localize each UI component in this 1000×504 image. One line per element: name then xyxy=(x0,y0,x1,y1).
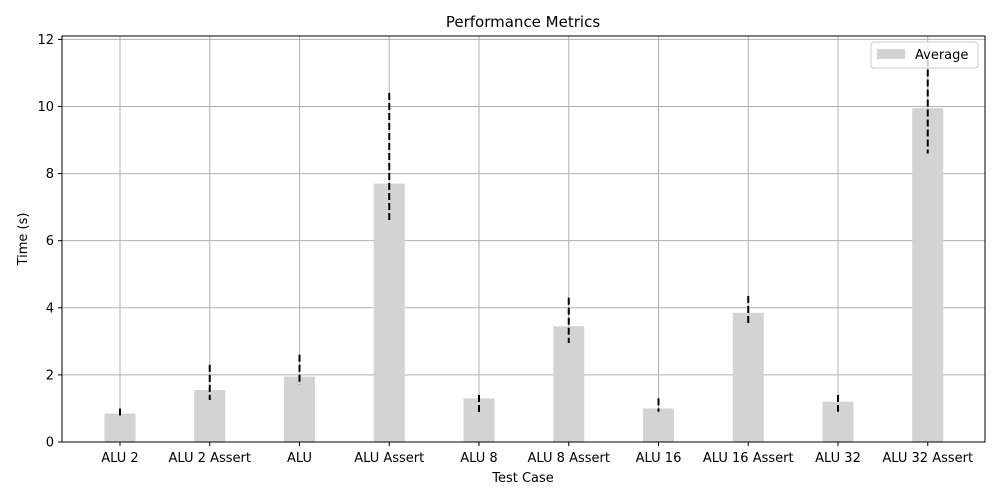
y-tick-label: 8 xyxy=(46,167,54,182)
x-tick-label: ALU xyxy=(287,451,312,466)
y-axis-label: Time (s) xyxy=(16,213,31,267)
y-tick-label: 4 xyxy=(46,301,54,316)
plot-frame xyxy=(61,35,986,443)
bar xyxy=(912,108,944,442)
bar xyxy=(104,413,136,442)
x-axis-ticks: ALU 2 ALU 2 Assert ALU ALU Assert ALU 8 ALU 8… xyxy=(101,442,973,466)
y-tick-label: 2 xyxy=(46,368,54,383)
x-tick-label: ALU 32 Assert xyxy=(882,451,973,466)
legend-swatch xyxy=(877,49,905,59)
y-axis-ticks: 0 2 4 6 8 10 12 xyxy=(37,33,62,451)
error-bars-group xyxy=(119,59,929,419)
legend-label: Average xyxy=(915,48,968,63)
legend-box xyxy=(870,41,979,69)
x-tick-label: ALU 16 Assert xyxy=(703,451,794,466)
chart-title: Performance Metrics xyxy=(446,13,600,31)
y-tick-label: 12 xyxy=(37,33,54,48)
y-tick-label: 6 xyxy=(46,234,54,249)
x-tick-label: ALU 2 Assert xyxy=(169,451,251,466)
x-axis-label: Test Case xyxy=(491,471,554,486)
x-tick-label: ALU 16 xyxy=(636,451,682,466)
x-tick-label: ALU 32 xyxy=(815,451,861,466)
bar xyxy=(643,408,674,442)
bar xyxy=(284,376,315,442)
y-tick-label: 10 xyxy=(37,100,54,115)
x-tick-label: ALU 2 xyxy=(101,451,138,466)
bar xyxy=(463,398,495,442)
x-tick-label: ALU 8 Assert xyxy=(528,451,610,466)
x-tick-label: ALU 8 xyxy=(460,451,497,466)
x-tick-label: ALU Assert xyxy=(354,451,424,466)
legend: Average xyxy=(870,41,979,69)
bars-group xyxy=(104,108,944,443)
bar xyxy=(553,326,585,442)
y-tick-label: 0 xyxy=(46,436,54,451)
bar xyxy=(732,312,764,442)
bar xyxy=(373,183,405,443)
grid-lines xyxy=(62,36,985,443)
